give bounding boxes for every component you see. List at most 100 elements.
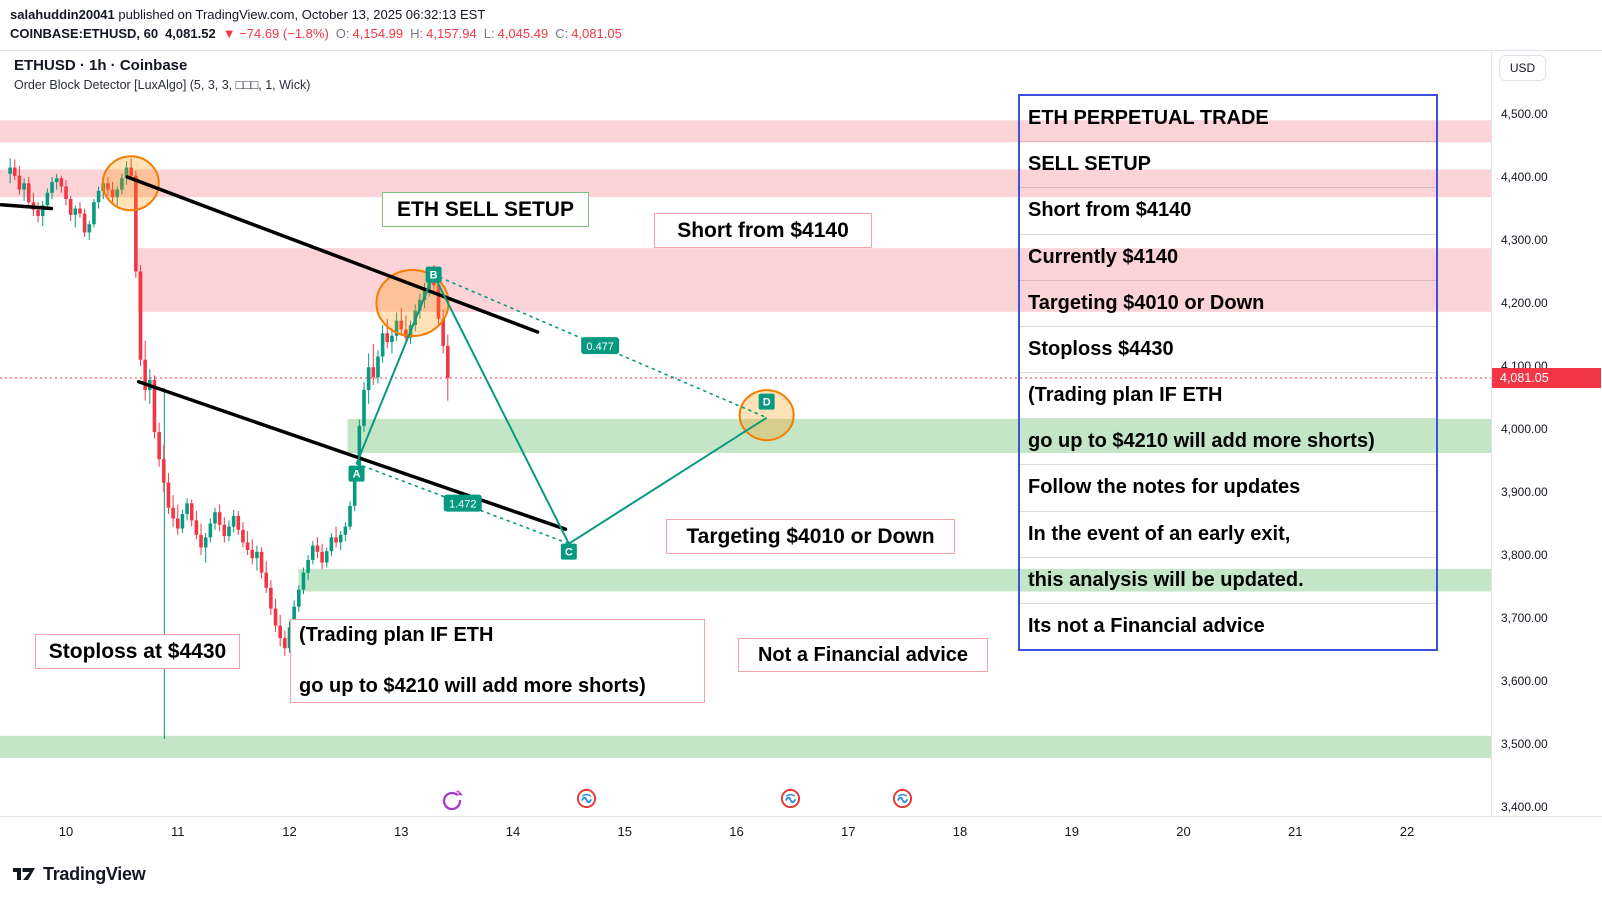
annotation-stoploss: Stoploss at $4430 [35,634,240,669]
time-tick: 11 [171,824,185,839]
panel-note-row: Follow the notes for updates [1020,465,1436,512]
pattern-ratio-text: 1.472 [449,499,477,511]
publish-info: published on TradingView.com, October 13… [114,7,486,22]
high-label: H: [410,26,424,41]
bullish-order-block-zone [347,418,1491,453]
panel-note-row: Currently $4140 [1020,235,1436,281]
annotation-targeting: Targeting $4010 or Down [666,519,955,554]
pattern-ratio-label [581,337,620,355]
close-label: C: [555,26,569,41]
note-pin-marker [891,787,917,813]
price-tick: 3,900.00 [1501,485,1548,499]
pattern-point-d [758,393,775,410]
panel-note-row: Targeting $4010 or Down [1020,281,1436,327]
note-pin-icon [576,788,596,809]
pattern-point-a [348,465,365,482]
tradingview-logo-icon [13,868,35,880]
currency-unit-button[interactable]: USD [1499,55,1546,81]
bearish-order-block-zone [0,120,1491,143]
publish-line: salahuddin20041 published on TradingView… [10,7,1592,22]
annotation-short-from: Short from $4140 [654,213,872,248]
time-tick: 12 [282,824,297,839]
panel-note-row: Short from $4140 [1020,188,1436,235]
close-value: 4,081.05 [571,26,622,41]
panel-note-row: this analysis will be updated. [1020,558,1436,604]
note-pin-icon [893,788,913,809]
price-tick: 3,700.00 [1501,611,1548,625]
price-tick: 4,400.00 [1501,170,1548,184]
bearish-order-block-zone [137,248,1491,312]
time-tick: 22 [1399,824,1415,839]
panel-note-row: Stoploss $4430 [1020,327,1436,374]
price-tick: 3,500.00 [1501,737,1548,751]
price-tick: 3,400.00 [1501,800,1548,814]
indicator-legend: Order Block Detector [LuxAlgo] (5, 3, 3,… [14,78,311,92]
tradingview-logo[interactable]: TradingView [12,863,146,885]
page-footer: TradingView [0,846,1602,902]
pattern-point-letter: A [353,469,361,481]
price-tick: 4,500.00 [1501,107,1548,121]
last-price: 4,081.52 [165,26,216,41]
annotation-not-financial-advice: Not a Financial advice [738,638,988,672]
annotation-trading-plan: (Trading plan IF ETH go up to $4210 will… [290,619,705,703]
pattern-ratio-text: 0.477 [586,341,614,353]
publish-header: salahuddin20041 published on TradingView… [0,0,1602,50]
time-axis: 10 11 12 13 14 15 16 17 18 19 20 21 22 [0,816,1602,846]
annotation-trading-plan-line2: go up to $4210 will add more shorts) [299,675,646,697]
bearish-order-block-zone [0,169,1491,198]
time-tick: 10 [58,824,74,839]
note-pin-icon [781,788,801,809]
time-tick: 19 [1064,824,1079,839]
pattern-leg [432,274,570,545]
trendline [125,175,540,334]
low-label: L: [483,26,495,41]
bullish-order-block-zone [298,568,1491,592]
current-price-badge: 4,081.05 [1492,367,1601,388]
symbol-title: COINBASE:ETHUSD, 60 [10,26,159,41]
tradingview-brand-text: TradingView [43,863,146,884]
note-pin-marker [779,787,805,813]
cycle-sparkle-icon [442,789,463,811]
price-tick: 4,000.00 [1501,422,1548,436]
price-tick: 4,200.00 [1501,296,1548,310]
pattern-leg [355,274,435,465]
highlight-circle [101,155,160,212]
panel-note-row: SELL SETUP [1020,142,1436,189]
price-tick: 3,600.00 [1501,674,1548,688]
price-tick: 3,800.00 [1501,548,1548,562]
time-tick: 16 [729,824,744,839]
panel-note-row: Its not a Financial advice [1028,614,1265,637]
pattern-point-letter: C [565,547,573,559]
chart-legend-title: ETHUSD · 1h · Coinbase [14,57,188,74]
trade-notes-panel: ETH PERPETUAL TRADE SELL SETUP Short from … [1018,94,1438,651]
trendline [0,202,54,211]
time-tick: 13 [394,824,409,839]
pattern-point-letter: B [430,270,438,282]
time-tick: 21 [1288,824,1303,839]
pattern-point-b [425,266,442,283]
chart-legend: ETHUSD · 1h · Coinbase Order Block Detec… [14,57,310,92]
time-tick: 15 [617,824,632,839]
pattern-ratio-label [443,494,482,512]
bullish-order-block-zone [0,735,1491,758]
price-axis: 4,500.00 4,400.00 4,300.00 4,200.00 4,100.00… [1491,51,1602,816]
pattern-leg [568,416,768,545]
trendline [136,380,568,531]
price-change: ▼ −74.69 (−1.8%) [222,26,329,41]
note-pin-marker [575,787,601,813]
chart-area: 1.472 0.477 A B C D ETHUSD · 1h · Coinbase Or… [0,50,1602,846]
pattern-point-letter: D [763,397,771,409]
author-name: salahuddin20041 [10,7,115,22]
panel-note-row: ETH PERPETUAL TRADE [1020,96,1436,143]
annotation-trading-plan-line1: (Trading plan IF ETH [299,624,494,646]
symbol-ohlc-row: COINBASE:ETHUSD, 60 4,081.52 ▼ −74.69 (−… [10,26,1592,41]
pattern-point-c [560,543,577,560]
price-tick: 4,300.00 [1501,233,1548,247]
time-tick: 14 [505,824,521,839]
open-value: 4,154.99 [352,26,404,41]
time-tick: 18 [952,824,968,839]
panel-note-row: In the event of an early exit, [1020,512,1436,558]
time-tick: 17 [841,824,856,839]
panel-note-row: go up to $4210 will add more shorts) [1020,419,1436,466]
